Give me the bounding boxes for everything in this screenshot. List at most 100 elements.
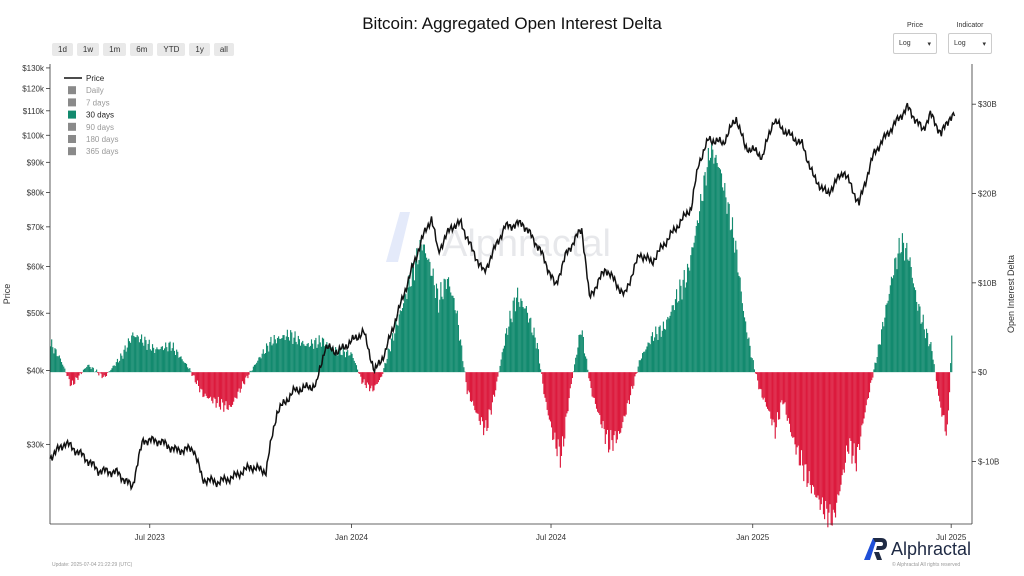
oi-delta-bar xyxy=(352,358,354,373)
oi-delta-bar xyxy=(464,371,466,373)
oi-delta-bar xyxy=(490,372,492,415)
oi-delta-bar xyxy=(71,372,74,381)
oi-delta-bar xyxy=(739,277,741,373)
legend-swatch xyxy=(68,135,76,143)
oi-delta-bar xyxy=(416,248,418,373)
oi-delta-bar xyxy=(863,372,865,419)
oi-delta-bar xyxy=(606,372,609,430)
right-tick-label: $-10B xyxy=(978,457,999,466)
oi-delta-bar xyxy=(107,372,109,373)
oi-delta-bar xyxy=(797,372,799,446)
oi-delta-bar xyxy=(911,277,913,373)
oi-delta-bar xyxy=(399,310,401,373)
oi-delta-bar xyxy=(864,372,866,413)
oi-delta-bar xyxy=(728,203,730,373)
oi-delta-bar xyxy=(796,372,798,448)
range-button-6m[interactable]: 6m xyxy=(130,43,154,56)
oi-delta-bar xyxy=(470,372,473,403)
oi-delta-bar xyxy=(290,330,292,373)
oi-delta-bar xyxy=(714,157,716,373)
oi-delta-bar xyxy=(779,372,781,420)
oi-delta-bar xyxy=(882,321,884,373)
range-button-1y[interactable]: 1y xyxy=(189,43,210,56)
oi-delta-bar xyxy=(52,347,54,373)
oi-delta-bar xyxy=(114,366,116,373)
oi-delta-bar xyxy=(875,363,877,373)
oi-delta-bar xyxy=(367,372,370,385)
oi-delta-bar xyxy=(552,372,554,441)
oi-delta-bar xyxy=(236,372,238,399)
oi-delta-bar xyxy=(768,372,770,411)
oi-delta-bar xyxy=(730,229,732,373)
oi-delta-bar xyxy=(526,312,529,373)
oi-delta-bar xyxy=(616,372,618,440)
legend-label: Daily xyxy=(86,86,104,95)
oi-delta-bar xyxy=(348,355,350,373)
chart-axes: $30k $40k $50k $60k $70k $80k $90k $100k $110k $1… xyxy=(2,64,1016,542)
oi-delta-bar xyxy=(85,368,87,373)
oi-delta-bar xyxy=(715,154,717,373)
legend-swatch xyxy=(68,122,76,131)
range-button-all[interactable]: all xyxy=(213,43,234,56)
oi-delta-bar xyxy=(881,329,883,373)
oi-delta-bar xyxy=(188,368,190,373)
oi-delta-bar xyxy=(720,173,723,373)
oi-delta-bar xyxy=(530,317,532,373)
range-button-1w[interactable]: 1w xyxy=(76,43,100,56)
oi-delta-bar xyxy=(703,175,705,373)
indicator-scale-select[interactable]: Log ▾ xyxy=(948,33,992,54)
oi-delta-bar xyxy=(75,372,77,378)
oi-delta-bar xyxy=(747,338,749,373)
oi-delta-bar xyxy=(403,303,405,373)
price-scale-select[interactable]: Log ▾ xyxy=(893,33,937,54)
oi-delta-bar xyxy=(921,322,923,373)
oi-delta-bar xyxy=(690,255,692,373)
oi-delta-bar xyxy=(485,372,487,421)
left-tick-label: $30k xyxy=(27,440,45,449)
oi-delta-bar xyxy=(60,362,63,373)
oi-delta-bar xyxy=(283,335,285,373)
oi-delta-bar xyxy=(315,337,317,373)
oi-delta-bar xyxy=(57,356,59,373)
oi-delta-bar xyxy=(162,350,165,373)
oi-delta-bar xyxy=(208,372,211,398)
oi-delta-bar xyxy=(833,372,836,513)
oi-delta-bar xyxy=(762,372,764,400)
oi-delta-bar xyxy=(336,349,338,373)
oi-delta-bar xyxy=(109,371,111,373)
oi-delta-bar xyxy=(272,343,274,373)
oi-delta-bar xyxy=(745,321,747,373)
oi-delta-bar xyxy=(494,372,496,397)
oi-delta-bar xyxy=(369,372,371,392)
oi-delta-bar xyxy=(112,365,114,373)
oi-delta-bar xyxy=(269,342,271,373)
oi-delta-bar xyxy=(360,372,362,377)
oi-delta-bar xyxy=(342,347,344,373)
oi-delta-bar xyxy=(377,372,379,383)
oi-delta-bar xyxy=(246,372,248,376)
oi-delta-bar xyxy=(120,353,122,373)
oi-delta-bar xyxy=(806,372,808,487)
oi-delta-bar xyxy=(662,321,664,373)
oi-delta-bar xyxy=(489,372,491,411)
range-button-1d[interactable]: 1d xyxy=(52,43,73,56)
oi-delta-bar xyxy=(612,372,614,451)
oi-delta-bar xyxy=(851,372,853,464)
range-button-1m[interactable]: 1m xyxy=(103,43,127,56)
oi-delta-bar xyxy=(608,372,610,453)
oi-delta-bar xyxy=(735,240,737,373)
oi-delta-bar xyxy=(248,372,250,375)
oi-delta-bar xyxy=(134,337,136,373)
oi-delta-bar xyxy=(932,359,934,373)
oi-delta-bar xyxy=(305,346,307,373)
oi-delta-bar xyxy=(873,369,875,373)
oi-delta-bar xyxy=(681,299,683,373)
oi-delta-bar xyxy=(427,259,429,373)
oi-delta-bar xyxy=(574,364,576,373)
range-button-ytd[interactable]: YTD xyxy=(157,43,186,56)
oi-delta-bar xyxy=(325,344,327,373)
left-tick-label: $100k xyxy=(22,131,45,140)
oi-delta-bar xyxy=(180,356,182,373)
oi-delta-bar xyxy=(111,368,113,373)
oi-delta-bar xyxy=(223,372,225,412)
